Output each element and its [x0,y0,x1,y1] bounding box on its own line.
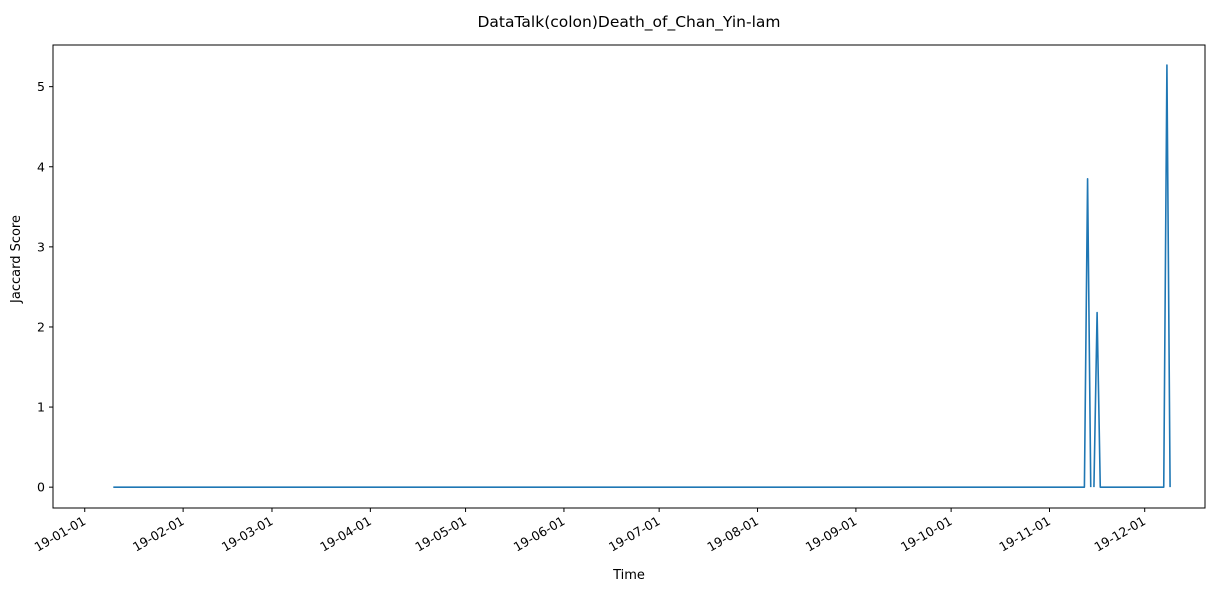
x-tick-label: 19-10-01 [898,513,955,554]
plot-frame [52,44,1206,509]
x-axis-label: Time [612,568,645,583]
x-axis: 19-01-01 19-02-01 19-03-01 19-04-01 19-05-01… [32,508,1149,554]
x-tick-label: 19-03-01 [219,513,276,554]
x-tick-label: 19-05-01 [412,513,469,554]
chart-title: DataTalk(colon)Death_of_Chan_Yin-lam [478,13,781,32]
x-tick-label: 19-09-01 [803,513,860,554]
x-tick-label: 19-01-01 [32,513,89,554]
x-tick-label: 19-06-01 [511,513,568,554]
series-line [113,177,1092,488]
y-tick-label: 5 [37,79,45,94]
x-tick-label: 19-04-01 [317,513,374,554]
y-tick-label: 3 [37,239,45,254]
y-tick-label: 4 [37,159,45,174]
y-tick-label: 2 [37,319,45,334]
y-axis-label: Jaccard Score [9,215,24,304]
y-tick-label: 1 [37,400,45,415]
y-axis: 0 1 2 3 4 5 [37,79,53,495]
plot-series [113,64,1171,488]
x-tick-label: 19-02-01 [130,513,187,554]
x-tick-label: 19-08-01 [704,513,761,554]
x-tick-label: 19-11-01 [996,513,1053,554]
y-tick-label: 0 [37,480,45,495]
x-tick-label: 19-07-01 [606,513,663,554]
series-line [1093,64,1171,488]
x-tick-label: 19-12-01 [1092,513,1149,554]
